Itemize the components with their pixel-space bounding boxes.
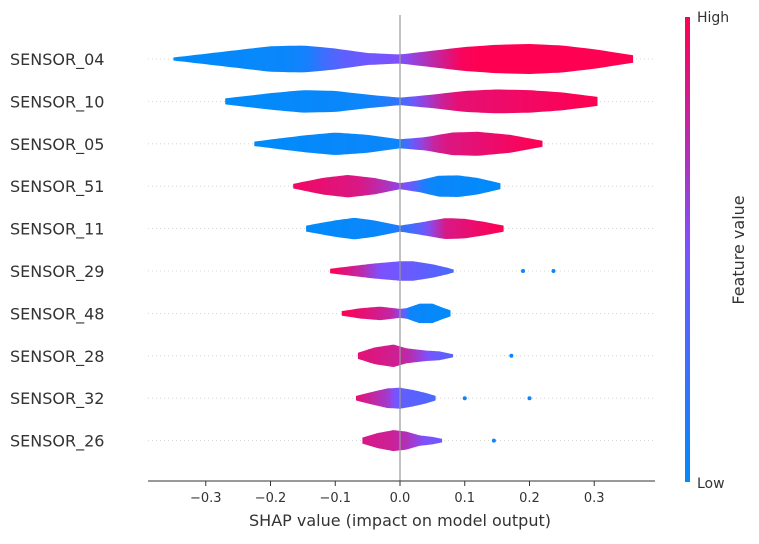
- outlier-point: [491, 438, 496, 443]
- colorbar-gradient: [685, 17, 690, 482]
- feature-labels: SENSOR_04 SENSOR_10 SENSOR_05 SENSOR_51 SENS…: [10, 50, 104, 452]
- x-tick-label: −0.3: [190, 491, 222, 506]
- feature-label: SENSOR_04: [10, 50, 104, 70]
- x-tick-label: 0.0: [390, 491, 411, 506]
- row-gridlines: [148, 58, 655, 442]
- outlier-point: [462, 396, 467, 401]
- colorbar: High Low Feature value: [685, 10, 748, 492]
- violin-sensor-32: [356, 387, 436, 409]
- colorbar-high-label: High: [697, 10, 729, 26]
- x-tick-label: −0.2: [255, 491, 287, 506]
- outlier-point: [521, 269, 526, 273]
- violins: [173, 44, 634, 452]
- x-tick-label: 0.2: [519, 491, 540, 506]
- colorbar-title: Feature value: [729, 195, 748, 304]
- feature-label: SENSOR_05: [10, 135, 104, 155]
- colorbar-low-label: Low: [697, 476, 725, 492]
- violin-sensor-05: [254, 131, 543, 156]
- violin-sensor-51: [293, 175, 501, 198]
- feature-label: SENSOR_11: [10, 220, 104, 240]
- feature-label: SENSOR_51: [10, 177, 104, 197]
- violin-sensor-29: [330, 261, 454, 281]
- outlier-point: [509, 353, 514, 358]
- feature-label: SENSOR_48: [10, 304, 104, 324]
- violin-sensor-28: [357, 344, 454, 367]
- x-axis-label: SHAP value (impact on model output): [249, 511, 551, 530]
- x-tick-label: 0.3: [584, 491, 605, 506]
- feature-label: SENSOR_29: [10, 262, 104, 282]
- x-tick-label: 0.1: [454, 491, 475, 506]
- violin-sensor-11: [306, 217, 504, 240]
- violin-sensor-10: [225, 89, 598, 114]
- feature-label: SENSOR_26: [10, 432, 104, 452]
- x-axis: −0.3 −0.2 −0.1 0.0 0.1 0.2 0.3: [148, 480, 655, 506]
- feature-label: SENSOR_10: [10, 92, 104, 112]
- violin-sensor-26: [362, 430, 443, 452]
- violin-sensor-04: [173, 44, 634, 74]
- x-tick-label: −0.1: [319, 491, 351, 506]
- feature-label: SENSOR_32: [10, 389, 104, 409]
- outlier-point: [551, 269, 556, 273]
- feature-label: SENSOR_28: [10, 347, 104, 367]
- outlier-point: [527, 396, 532, 401]
- violin-sensor-48: [341, 303, 451, 324]
